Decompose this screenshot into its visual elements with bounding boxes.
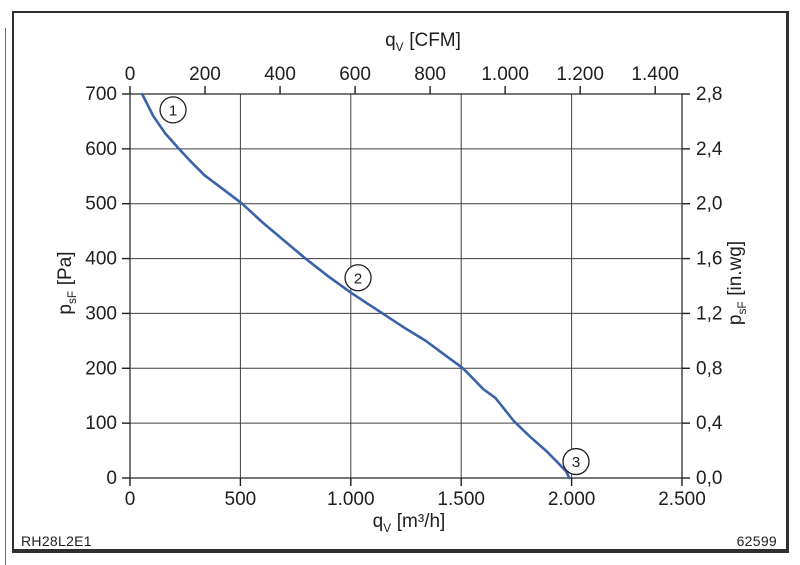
left-axis-title: psF [Pa]: [55, 251, 79, 314]
right-axis-tick-label: 1,6: [696, 249, 722, 270]
document-number: 62599: [736, 533, 777, 549]
right-axis-tick-label: 2,8: [696, 84, 722, 105]
right-axis-tick-label: 1,2: [696, 303, 722, 324]
fan-curve: [140, 92, 571, 480]
top-axis-symbol: q: [385, 30, 396, 52]
top-axis-tick-label: 200: [189, 64, 221, 85]
left-axis-symbol: p: [55, 304, 77, 315]
right-axis-symbol: p: [725, 314, 747, 326]
top-axis-title: qV [CFM]: [385, 30, 461, 54]
left-axis-tick-label: 600: [85, 139, 117, 160]
right-axis-title: psF [in.wg]: [725, 241, 749, 325]
left-axis-tick-label: 200: [85, 358, 117, 379]
right-axis-unit: [in.wg]: [725, 240, 747, 296]
annotation-circle: [344, 264, 372, 292]
top-axis-tick-label: 0: [125, 64, 136, 85]
left-axis-tick-label: 500: [85, 194, 117, 215]
annotation-circle: [159, 96, 187, 124]
annotation-circle: [562, 447, 590, 476]
bottom-axis-title: qV [m³/h]: [373, 511, 446, 535]
bottom-axis-symbol: q: [372, 511, 384, 533]
left-axis-tick-label: 300: [85, 303, 117, 324]
right-axis-tick-label: 0,0: [696, 468, 722, 489]
bottom-axis-tick-label: 0: [125, 489, 136, 510]
bottom-axis-subscript: V: [383, 521, 392, 535]
plot-border: [129, 93, 683, 479]
bottom-axis-tick-label: 1.000: [327, 489, 375, 510]
right-axis-tick-label: 0,8: [696, 358, 722, 379]
top-axis-tick-label: 600: [339, 64, 371, 85]
top-axis-subscript: V: [395, 40, 404, 54]
left-axis-tick-label: 0: [106, 468, 117, 489]
top-axis-tick-label: 400: [264, 64, 296, 85]
annotation-number: 3: [572, 454, 580, 471]
bottom-axis-tick-label: 1.500: [437, 489, 485, 510]
top-axis-tick-label: 1.400: [631, 64, 679, 85]
bottom-axis-tick-label: 500: [225, 489, 257, 510]
right-axis-tick-label: 2,0: [696, 194, 722, 215]
left-axis-tick-label: 100: [85, 413, 117, 434]
chart-frame: [12, 11, 789, 553]
bottom-axis-tick-label: 2.000: [548, 489, 596, 510]
left-axis-tick-label: 400: [85, 249, 117, 270]
annotation-number: 2: [354, 270, 362, 287]
bottom-axis-unit: [m³/h]: [396, 511, 446, 533]
left-axis-subscript: sF: [65, 290, 79, 304]
top-axis-tick-label: 800: [414, 64, 446, 85]
right-axis-tick-label: 0,4: [696, 413, 723, 434]
bottom-axis-tick-label: 2.500: [658, 489, 706, 510]
top-axis-tick-label: 1.000: [481, 64, 529, 85]
right-axis-subscript: sF: [735, 301, 749, 315]
left-axis-tick-label: 700: [85, 84, 117, 105]
right-axis-tick-label: 2,4: [696, 139, 723, 160]
left-axis-unit: [Pa]: [55, 251, 77, 286]
top-axis-unit: [CFM]: [409, 30, 461, 52]
page-edge-line: [5, 28, 6, 565]
top-axis-tick-label: 1.200: [556, 64, 604, 85]
model-code: RH28L2E1: [21, 533, 92, 549]
annotation-number: 1: [169, 102, 177, 119]
